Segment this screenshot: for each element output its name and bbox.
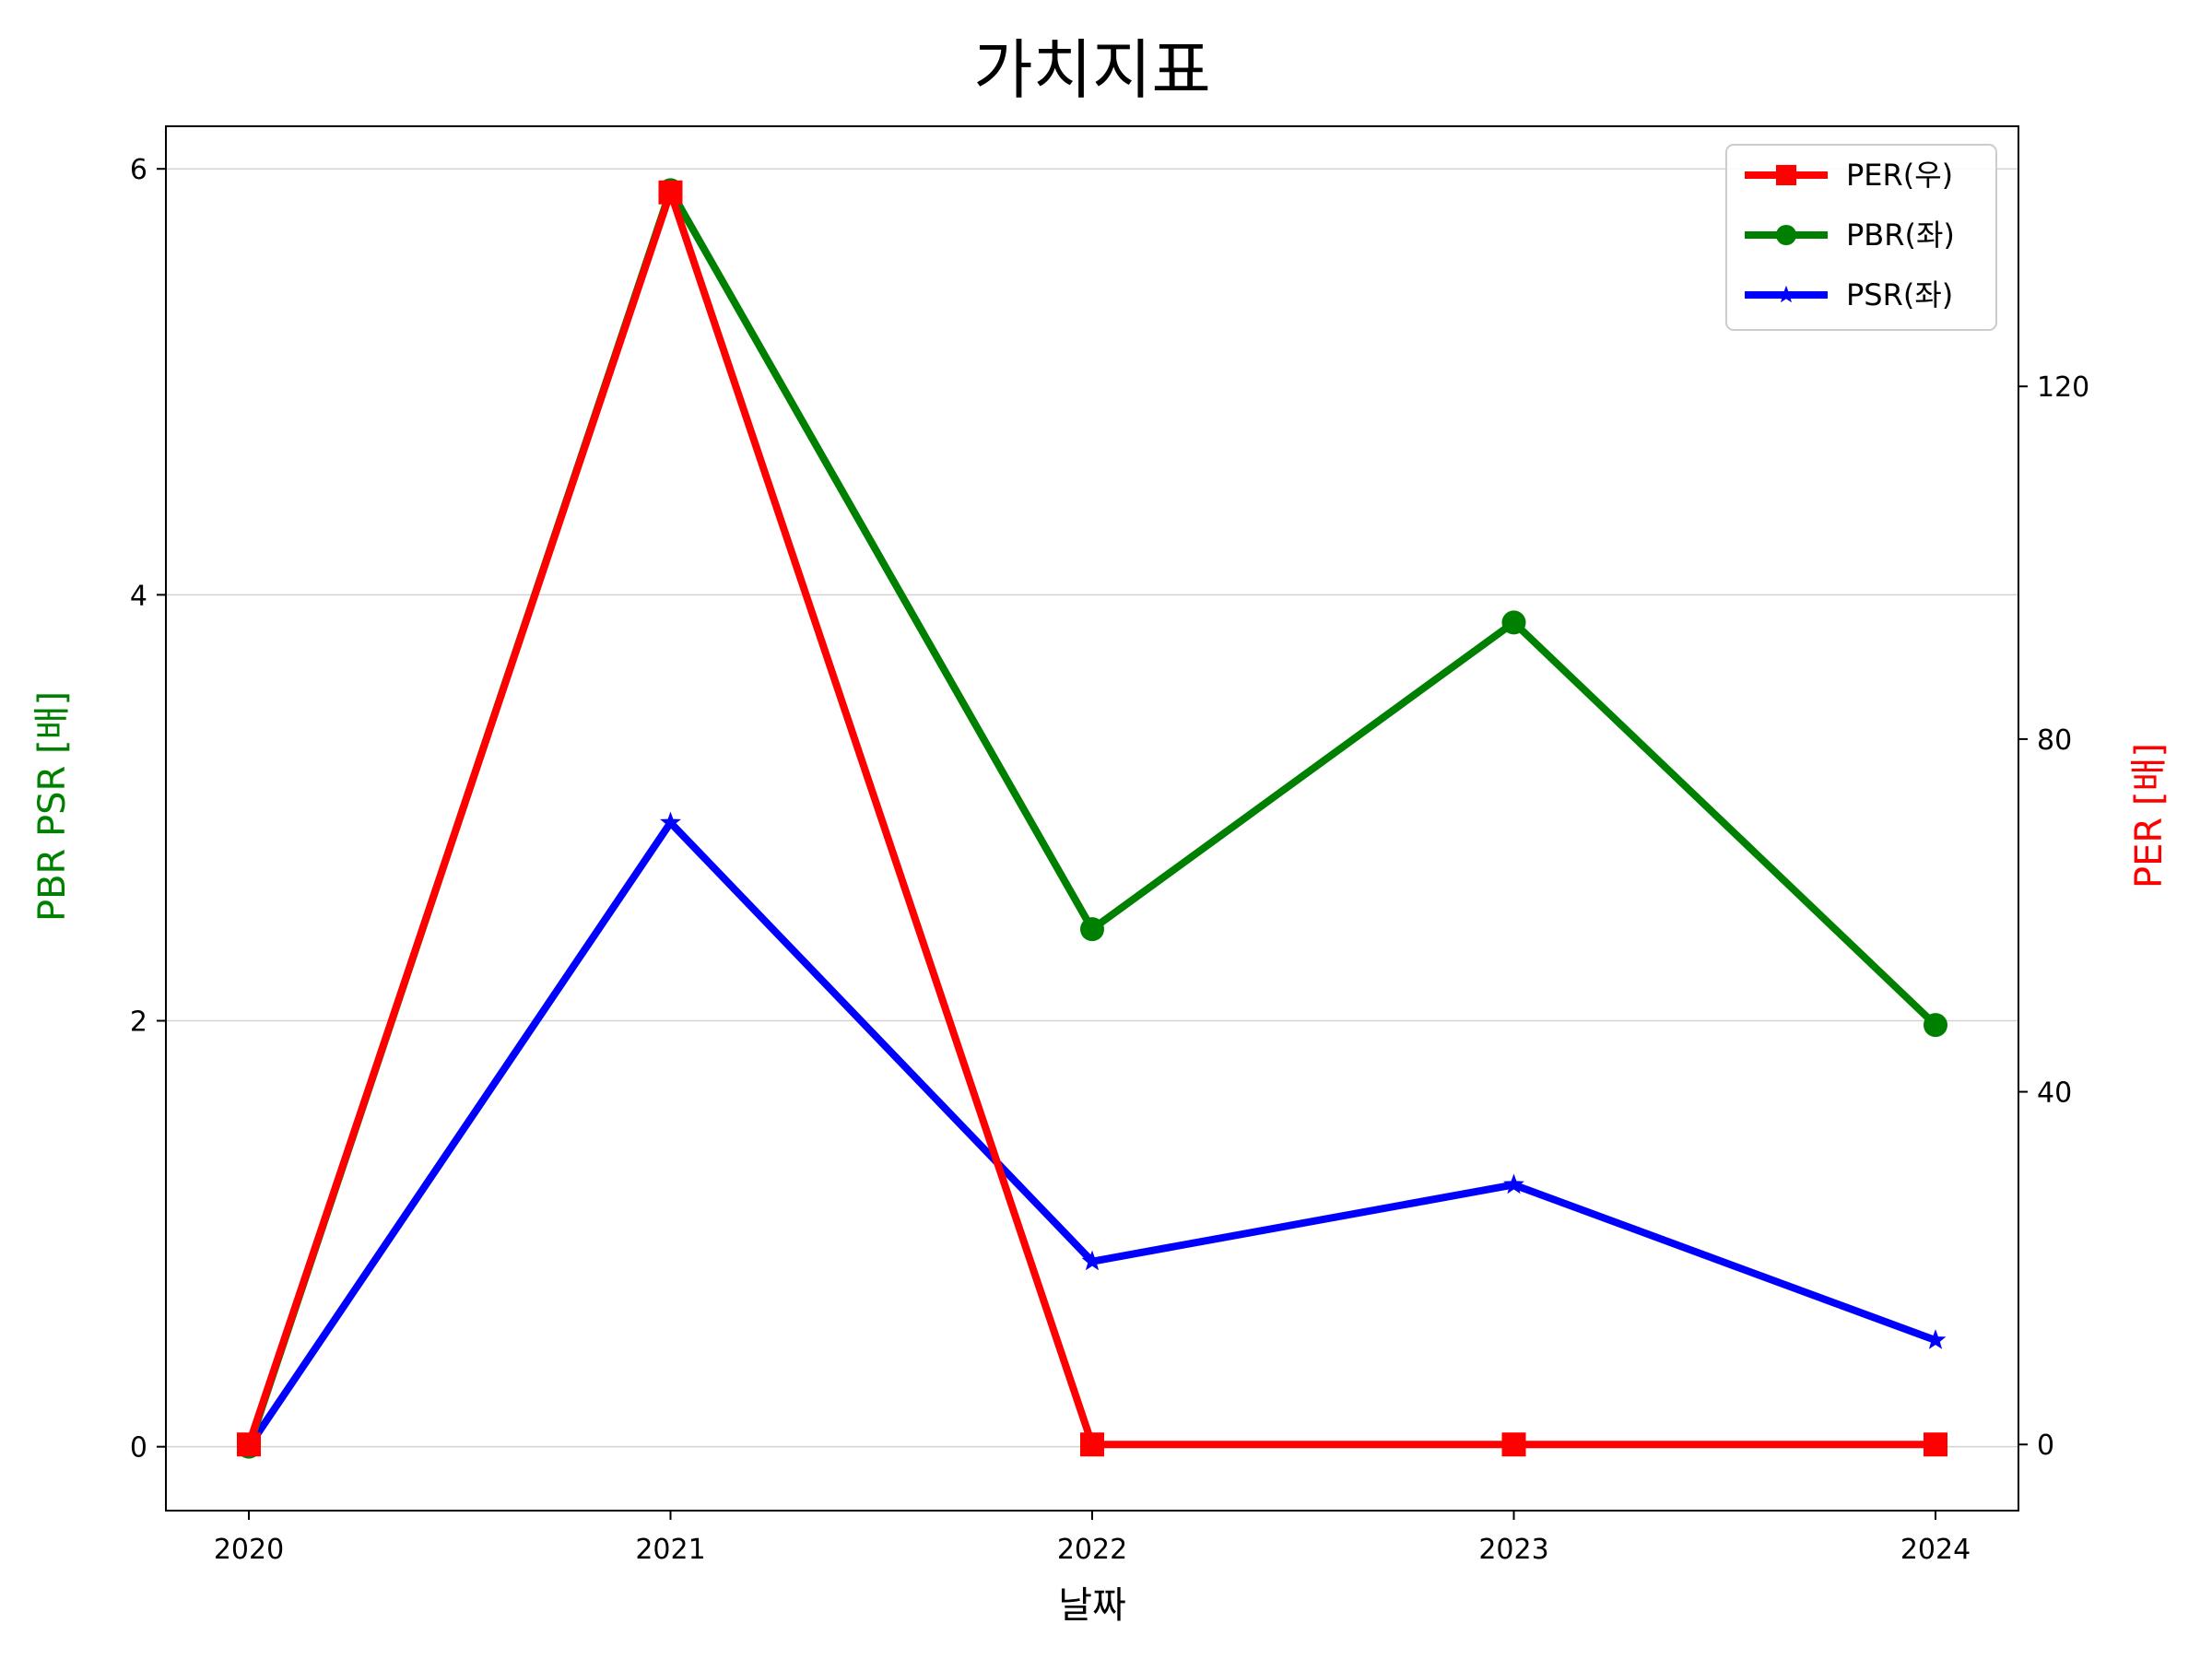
data-point-psr [660,811,681,832]
legend-label: PSR(좌) [1846,277,1953,312]
legend-box [1725,144,1997,331]
y-right-tick-label: 120 [2037,371,2089,404]
legend-entries: PER(우) PBR(좌) PSR(좌) [1745,158,1955,312]
data-point-per [237,1432,261,1457]
axes: 0 2 4 6 0 40 80 120 2020 2021 2022 2023 2024 [130,154,2089,1566]
data-point-per [1501,1432,1526,1457]
legend-swatch-marker [1777,285,1795,303]
y-axis-left-title: PBR PSR [배] [31,691,74,922]
data-point-per [658,180,683,205]
data-point-per [1080,1432,1104,1457]
data-point-pbr [1080,917,1104,942]
series-layer [237,178,1947,1459]
x-tick-label: 2023 [1478,1534,1548,1566]
legend-entry-psr: PSR(좌) [1745,277,1953,312]
legend-entry-per: PER(우) [1745,158,1953,193]
y-left-tick-label: 6 [130,154,147,186]
data-point-pbr [1501,610,1526,635]
y-left-tick-label: 2 [130,1006,147,1039]
y-right-tick-label: 80 [2037,724,2072,757]
data-point-psr [1503,1173,1524,1194]
x-tick-label: 2021 [635,1534,705,1566]
legend-swatch-marker [1775,224,1797,246]
x-tick-label: 2020 [214,1534,284,1566]
y-axis-right-title: PER [배] [2128,743,2171,888]
x-tick-label: 2022 [1057,1534,1127,1566]
data-point-per [1924,1432,1947,1457]
x-axis-title: 날짜 [1058,1584,1126,1627]
y-left-tick-label: 4 [130,580,147,612]
legend-entry-pbr: PBR(좌) [1745,218,1955,253]
y-right-tick-label: 0 [2037,1430,2054,1462]
legend-label: PBR(좌) [1846,218,1955,253]
legend-label: PER(우) [1846,158,1953,193]
data-point-psr [1924,1329,1947,1349]
legend-swatch-marker [1775,164,1797,186]
legend: PER(우) PBR(좌) PSR(좌) [1725,144,1997,331]
data-point-pbr [1924,1013,1947,1038]
series-per [237,180,1947,1457]
x-tick-label: 2024 [1900,1534,1971,1566]
chart-title: 가치지표 [973,32,1211,108]
y-right-tick-label: 40 [2037,1077,2072,1110]
data-point-psr [1081,1250,1103,1271]
y-left-tick-label: 0 [130,1432,147,1465]
